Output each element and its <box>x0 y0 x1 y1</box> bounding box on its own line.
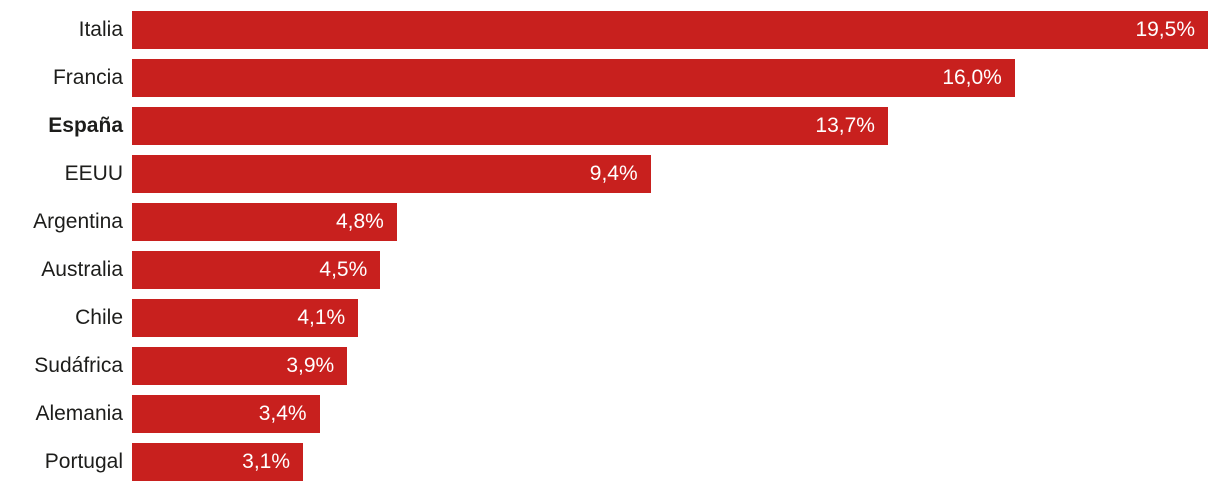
bar: 9,4% <box>132 155 651 193</box>
bar-track: 3,4% <box>132 395 1208 433</box>
category-label: Argentina <box>33 210 123 233</box>
bar: 4,5% <box>132 251 381 289</box>
category-label: Francia <box>52 66 123 89</box>
category-label: España <box>48 114 123 137</box>
category-label: Sudáfrica <box>34 354 123 377</box>
bar-row: Argentina 4,8% <box>0 203 1220 241</box>
bar-row: Portugal 3,1% <box>0 443 1220 481</box>
bar: 3,9% <box>132 347 348 385</box>
category-label: Portugal <box>44 450 123 473</box>
bar: 4,1% <box>132 299 359 337</box>
bar: 4,8% <box>132 203 397 241</box>
bar: 3,1% <box>132 443 304 481</box>
value-label: 3,4% <box>258 402 307 425</box>
category-label: Italia <box>78 18 123 41</box>
bar-track: 3,1% <box>132 443 1208 481</box>
bar-row: España 13,7% <box>0 107 1220 145</box>
bar: 16,0% <box>132 59 1015 97</box>
bar-track: 4,1% <box>132 299 1208 337</box>
value-label: 3,9% <box>286 354 335 377</box>
value-label: 16,0% <box>942 66 1002 89</box>
bar-track: 4,5% <box>132 251 1208 289</box>
value-label: 3,1% <box>242 450 291 473</box>
category-label: Chile <box>75 306 123 329</box>
value-label: 19,5% <box>1135 18 1195 41</box>
value-label: 4,8% <box>335 210 384 233</box>
bar-row: Italia 19,5% <box>0 11 1220 49</box>
bar-row: Australia 4,5% <box>0 251 1220 289</box>
bar: 13,7% <box>132 107 888 145</box>
bar-track: 4,8% <box>132 203 1208 241</box>
bar-row: Alemania 3,4% <box>0 395 1220 433</box>
bar-track: 3,9% <box>132 347 1208 385</box>
bar-row: EEUU 9,4% <box>0 155 1220 193</box>
category-label: Alemania <box>35 402 123 425</box>
bar: 3,4% <box>132 395 320 433</box>
value-label: 9,4% <box>589 162 638 185</box>
bar-row: Sudáfrica 3,9% <box>0 347 1220 385</box>
bar: 19,5% <box>132 11 1208 49</box>
bar-row: Francia 16,0% <box>0 59 1220 97</box>
bar-track: 16,0% <box>132 59 1208 97</box>
bar-track: 19,5% <box>132 11 1208 49</box>
value-label: 4,5% <box>319 258 368 281</box>
category-label: EEUU <box>64 162 123 185</box>
value-label: 13,7% <box>815 114 875 137</box>
value-label: 4,1% <box>297 306 346 329</box>
bar-track: 9,4% <box>132 155 1208 193</box>
category-label: Australia <box>41 258 123 281</box>
bar-track: 13,7% <box>132 107 1208 145</box>
bar-row: Chile 4,1% <box>0 299 1220 337</box>
